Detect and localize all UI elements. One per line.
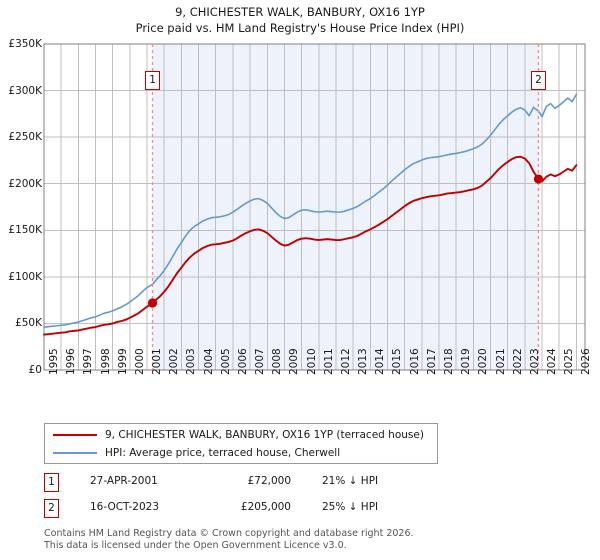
x-axis-tick-label: 1996 — [65, 348, 78, 375]
x-axis-tick-label: 2010 — [305, 348, 318, 375]
x-axis-tick-label: 2013 — [357, 348, 370, 375]
y-axis-tick-label: £100K — [8, 270, 42, 283]
chart-legend: 9, CHICHESTER WALK, BANBURY, OX16 1YP (t… — [44, 423, 438, 464]
x-axis-tick-label: 2008 — [271, 348, 284, 375]
x-axis-tick-label: 2015 — [391, 348, 404, 375]
x-axis-tick-label: 2023 — [528, 348, 541, 375]
y-axis-tick-label: £50K — [15, 317, 42, 330]
series-line-property — [43, 155, 578, 336]
x-axis-tick-label: 2011 — [322, 348, 335, 375]
sale-point-marker-1 — [147, 298, 158, 308]
x-axis-tick-label: 2017 — [425, 348, 438, 375]
transaction-price-2: £205,000 — [240, 501, 291, 513]
footer-line-1: Contains HM Land Registry data © Crown c… — [44, 528, 414, 539]
transaction-hpi-delta-2: 25% ↓ HPI — [322, 501, 379, 513]
chart-callout-2: 2 — [530, 71, 546, 90]
y-axis-tick-label: £0 — [28, 364, 42, 376]
x-axis-tick-label: 2009 — [288, 348, 301, 375]
chart-plot-area: £0 £50K £100K £150K £200K £250K £300K £350K 199… — [0, 0, 593, 420]
footer-line-2: This data is licensed under the Open Gov… — [44, 539, 347, 551]
x-axis-tick-label: 2018 — [443, 348, 456, 375]
x-axis-tick-label: 2001 — [151, 348, 164, 375]
x-axis-tick-label: 1998 — [99, 348, 112, 375]
x-axis-tick-label: 2007 — [254, 348, 267, 375]
x-axis-tick-label: 2004 — [202, 348, 215, 375]
x-axis-labels: 1995 1996 1997 1998 1999 2000 2001 2002 2003 2004… — [48, 348, 593, 375]
x-axis-tick-label: 1999 — [116, 348, 129, 375]
x-axis-tick-label: 2024 — [546, 348, 559, 375]
legend-entry-property: 9, CHICHESTER WALK, BANBURY, OX16 1YP (t… — [53, 426, 424, 444]
x-axis-tick-label: 2026 — [580, 348, 593, 375]
page-title: 9, CHICHESTER WALK, BANBURY, OX16 1YP — [175, 5, 425, 19]
transaction-price-1: £72,000 — [247, 475, 291, 487]
x-axis-tick-label: 2019 — [460, 348, 473, 375]
legend-entry-hpi: HPI: Average price, terraced house, Cher… — [53, 444, 340, 462]
x-axis-tick-label: 1997 — [82, 348, 95, 375]
title-block: 9, CHICHESTER WALK, BANBURY, OX16 1YP Pr… — [0, 4, 600, 36]
transaction-date-2: 16-OCT-2023 — [90, 501, 159, 513]
y-axis-labels: £0 £50K £100K £150K £200K £250K £300K £350K — [0, 0, 42, 420]
page-subtitle: Price paid vs. HM Land Registry's House … — [135, 21, 465, 35]
transaction-date-1: 27-APR-2001 — [90, 475, 158, 487]
y-axis-tick-label: £200K — [8, 177, 42, 190]
x-axis-tick-label: 2020 — [477, 348, 490, 375]
x-axis-tick-label: 2021 — [494, 348, 507, 375]
y-axis-tick-label: £150K — [8, 224, 42, 237]
transactions-table: 1 27-APR-2001 £72,000 21% ↓ HPI 2 16-OCT… — [44, 471, 464, 523]
transaction-badge-1: 1 — [44, 473, 59, 492]
x-axis-tick-label: 2006 — [236, 348, 249, 375]
x-axis-tick-label: 1995 — [48, 348, 60, 375]
sale-point-marker-2 — [533, 174, 544, 184]
x-axis-tick-label: 2003 — [185, 348, 198, 375]
x-axis-tick-label: 2005 — [219, 348, 232, 375]
legend-label-property: 9, CHICHESTER WALK, BANBURY, OX16 1YP (t… — [105, 429, 424, 441]
x-axis-tick-label: 2022 — [511, 348, 524, 375]
price-history-line-chart — [43, 43, 586, 371]
x-axis-tick-label: 2016 — [408, 348, 421, 375]
table-row: 2 16-OCT-2023 £205,000 25% ↓ HPI — [44, 497, 464, 523]
transaction-badge-2: 2 — [44, 499, 59, 518]
y-axis-tick-label: £250K — [8, 131, 42, 144]
footer-attribution: Contains HM Land Registry data © Crown c… — [44, 528, 584, 551]
series-line-hpi — [43, 93, 578, 328]
plot-border — [43, 43, 586, 371]
y-axis-tick-label: £350K — [8, 38, 42, 50]
legend-label-hpi: HPI: Average price, terraced house, Cher… — [105, 447, 341, 459]
x-axis-tick-label: 2002 — [168, 348, 181, 375]
table-row: 1 27-APR-2001 £72,000 21% ↓ HPI — [44, 471, 464, 497]
x-axis-tick-label: 2012 — [339, 348, 352, 375]
x-axis-tick-label: 2025 — [563, 348, 576, 375]
x-axis-tick-label: 2000 — [133, 348, 146, 375]
y-axis-tick-label: £300K — [8, 84, 42, 97]
chart-callout-1: 1 — [145, 71, 161, 90]
legend-swatch-property — [53, 434, 97, 436]
transaction-hpi-delta-1: 21% ↓ HPI — [322, 475, 379, 487]
ownership-period-band — [152, 44, 539, 370]
legend-swatch-hpi — [53, 452, 97, 454]
x-axis-tick-label: 2014 — [374, 348, 387, 375]
